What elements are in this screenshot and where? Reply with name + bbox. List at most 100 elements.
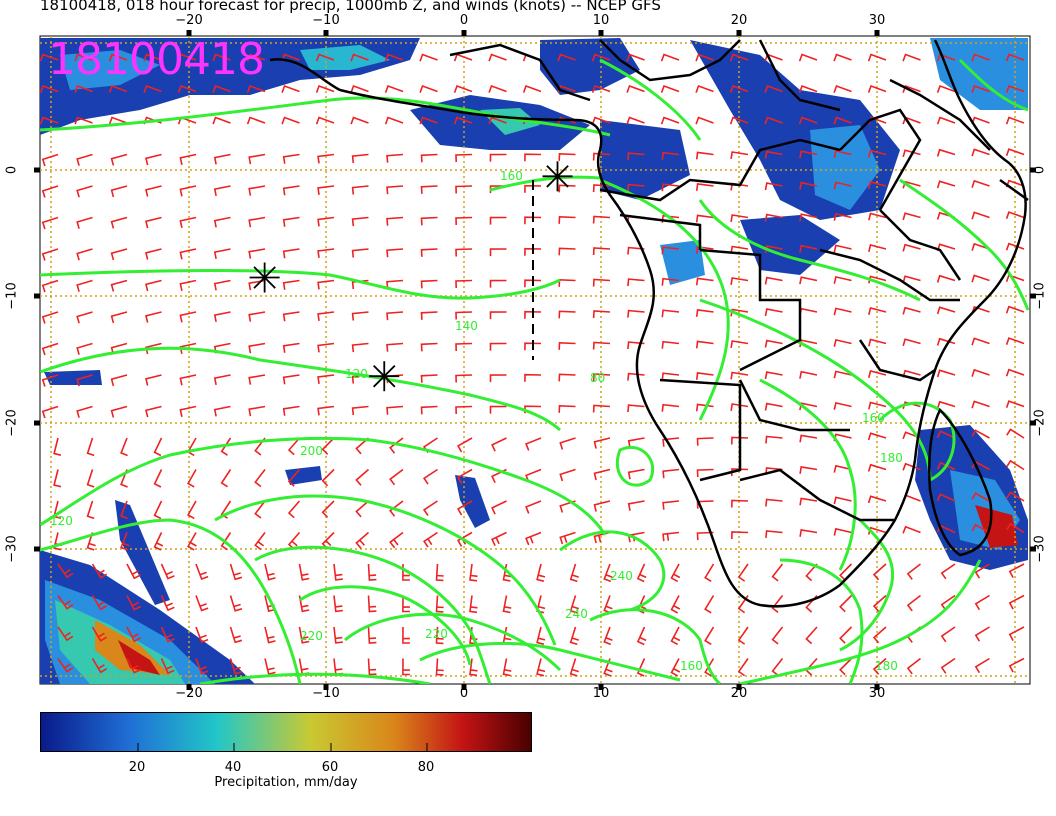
wind-barb bbox=[402, 658, 410, 676]
wind-barb bbox=[661, 277, 680, 286]
wind-barb bbox=[298, 595, 310, 613]
wind-barb bbox=[730, 308, 749, 317]
wind-barb bbox=[833, 53, 852, 62]
colorbar-label: Precipitation, mm/day bbox=[214, 775, 358, 790]
wind-barb bbox=[386, 405, 404, 415]
wind-barb bbox=[455, 216, 473, 226]
wind-barb bbox=[524, 153, 542, 162]
lat-tick-right-4: −30 bbox=[1032, 535, 1048, 563]
wind-barb bbox=[627, 183, 645, 192]
wind-barb bbox=[455, 248, 473, 257]
wind-barb bbox=[906, 594, 921, 612]
wind-barb bbox=[40, 53, 59, 62]
wind-barb bbox=[420, 153, 438, 163]
wind-barb bbox=[971, 368, 990, 377]
wind-barb bbox=[771, 595, 784, 614]
lat-tick-right-3: −20 bbox=[1032, 409, 1048, 437]
wind-barb bbox=[558, 152, 576, 161]
wind-barb bbox=[569, 563, 579, 583]
wind-barb bbox=[670, 595, 681, 614]
wind-barb bbox=[110, 311, 128, 324]
wind-barb bbox=[386, 248, 404, 258]
wind-barb bbox=[936, 369, 956, 378]
wind-barb bbox=[254, 469, 266, 488]
wind-barb bbox=[660, 116, 680, 125]
wind-barb bbox=[91, 563, 108, 579]
wind-barb bbox=[591, 116, 611, 125]
wind-barb bbox=[389, 500, 404, 517]
contour-label: 180 bbox=[880, 451, 903, 465]
wind-barb bbox=[179, 185, 197, 197]
wind-barb bbox=[489, 248, 507, 257]
wind-barb bbox=[355, 500, 370, 518]
wind-barb bbox=[351, 248, 369, 258]
wind-barb bbox=[281, 84, 300, 93]
wind-barb bbox=[179, 374, 197, 386]
wind-barb bbox=[435, 658, 444, 676]
wind-barb bbox=[187, 532, 197, 551]
contour-label: 80 bbox=[590, 371, 605, 385]
wind-barb bbox=[833, 527, 852, 536]
wind-barb bbox=[872, 657, 887, 675]
wind-barb bbox=[936, 274, 956, 283]
wind-barb bbox=[212, 116, 231, 125]
wind-barb bbox=[868, 401, 887, 410]
wind-barb bbox=[627, 500, 645, 511]
wind-barb bbox=[351, 153, 369, 164]
wind-barb bbox=[220, 469, 232, 488]
wind-barb bbox=[569, 658, 579, 677]
wind-barb bbox=[729, 84, 749, 93]
wind-barb bbox=[730, 214, 749, 223]
wind-barb bbox=[367, 563, 377, 581]
wind-barb bbox=[730, 151, 749, 160]
wind-barb bbox=[351, 342, 369, 353]
wind-barb bbox=[764, 371, 783, 380]
wind-barb bbox=[108, 84, 128, 93]
wind-barb bbox=[86, 469, 95, 488]
wind-barb bbox=[453, 116, 473, 125]
wind-barb bbox=[558, 373, 576, 382]
wind-barb bbox=[974, 594, 990, 611]
wind-barb bbox=[536, 658, 546, 677]
wind-barb bbox=[76, 311, 93, 324]
wind-barb bbox=[108, 116, 128, 125]
wind-barb bbox=[145, 405, 162, 418]
wind-barb bbox=[569, 626, 579, 646]
wind-barb bbox=[833, 496, 852, 505]
wind-barb bbox=[670, 626, 681, 646]
wind-barb bbox=[91, 658, 108, 674]
wind-barb bbox=[145, 279, 162, 292]
colorbar-tick-60: 60 bbox=[321, 760, 339, 775]
wind-barb bbox=[145, 216, 162, 229]
wind-barb bbox=[1005, 211, 1025, 219]
wind-barb bbox=[872, 594, 887, 612]
wind-barb bbox=[525, 437, 542, 451]
wind-barb bbox=[287, 468, 301, 487]
wind-barb bbox=[524, 247, 542, 256]
wind-barb bbox=[110, 405, 128, 418]
wind-barb bbox=[179, 405, 197, 417]
wind-barb bbox=[798, 84, 818, 93]
wind-barb bbox=[1005, 368, 1025, 377]
wind-barb bbox=[435, 626, 444, 645]
wind-barb bbox=[1005, 305, 1025, 314]
wind-barb bbox=[384, 53, 404, 62]
wind-barb bbox=[731, 531, 749, 540]
wind-barb bbox=[195, 563, 209, 581]
wind-barb bbox=[695, 214, 714, 223]
lon-tick-top-2: −10 bbox=[312, 13, 340, 28]
wind-barb bbox=[74, 84, 93, 93]
wind-barb bbox=[670, 658, 681, 677]
wind-barb bbox=[592, 152, 611, 161]
wind-barb bbox=[940, 563, 956, 580]
wind-barb bbox=[524, 310, 542, 319]
wind-barb bbox=[902, 53, 921, 62]
wind-barb bbox=[524, 342, 542, 351]
wind-barb bbox=[264, 626, 276, 644]
wind-barb bbox=[839, 563, 853, 581]
wind-barb bbox=[833, 464, 852, 473]
wind-barb bbox=[213, 153, 231, 165]
wind-barb bbox=[213, 405, 231, 417]
wind-barb bbox=[627, 278, 645, 287]
contour-label: 220 bbox=[425, 627, 448, 641]
